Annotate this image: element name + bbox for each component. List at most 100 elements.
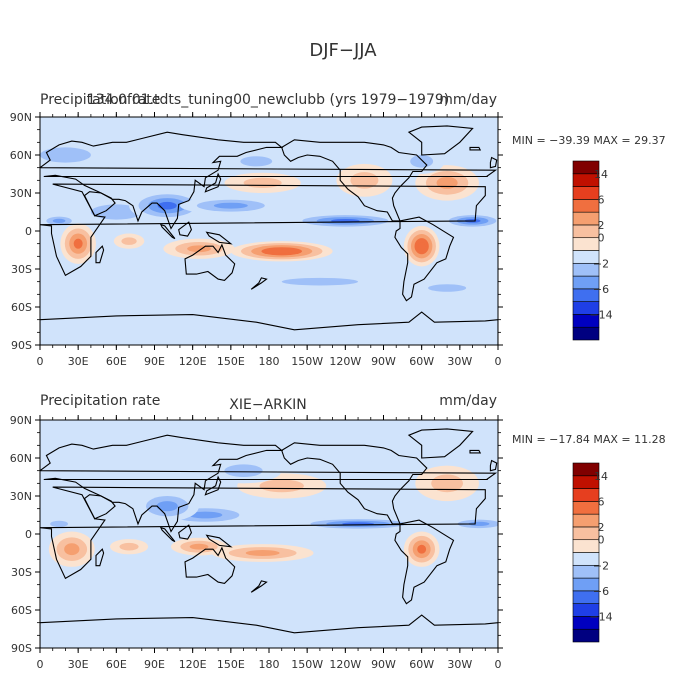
x-tick-label: 150E [217, 658, 245, 671]
coastline-new-guinea [205, 231, 233, 245]
contour-region [213, 202, 248, 209]
contour-region [271, 249, 292, 254]
x-tick-label: 0 [495, 355, 502, 368]
y-tick-label: 90S [11, 339, 32, 352]
colorbar-label: 6 [598, 193, 605, 206]
coastline-north-america [281, 442, 428, 525]
y-tick-label: 30S [11, 566, 32, 579]
panel-observed: Precipitation rate XIE−ARKIN mm/day MIN … [10, 393, 666, 671]
colorbar-swatch [572, 501, 600, 515]
coastline-eurasia [40, 434, 498, 533]
y-tick-label: 60S [11, 301, 32, 314]
x-tick-label: 30E [68, 355, 89, 368]
x-tick-label: 30W [447, 355, 472, 368]
contour-region [119, 542, 139, 551]
panel-left-title: Precipitation rate [40, 393, 160, 409]
colorbar-swatch [572, 513, 600, 528]
contour-region [281, 277, 359, 286]
coastline-japan [204, 172, 222, 193]
contour-region [157, 201, 177, 210]
panel-stats: MIN = −17.84 MAX = 11.28 [512, 433, 666, 446]
map-area: 0 30E 60E 90E 120E 150E 180 150W 120W 90W 60W 30W 09… [10, 111, 503, 368]
y-tick-label: 90N [10, 111, 32, 124]
coastline-south-america [394, 519, 455, 605]
coastline-sumatra [159, 223, 176, 240]
colorbar-swatch [572, 462, 600, 477]
contour-region [428, 284, 467, 292]
y-tick-label: 60S [11, 604, 32, 617]
x-tick-label: 90E [144, 355, 165, 368]
y-tick-label: 30S [11, 263, 32, 276]
y-tick-label: 60N [10, 452, 32, 465]
colorbar-label: 2 [598, 521, 605, 534]
panel-stats: MIN = −39.39 MAX = 29.37 [512, 134, 666, 147]
x-tick-label: 60E [106, 658, 127, 671]
colorbar-swatch [572, 160, 600, 175]
coastline-uk [489, 156, 498, 169]
coastline-new-guinea [205, 534, 233, 548]
coastline-uk [489, 459, 498, 472]
x-tick-label: 150W [291, 658, 323, 671]
panel-units: mm/day [439, 393, 497, 409]
coastline-new-zealand [250, 277, 268, 290]
colorbar-label: −6 [593, 585, 609, 598]
contour-region [189, 543, 209, 550]
coastline-arabia [83, 494, 116, 520]
colorbar-label: −6 [593, 283, 609, 296]
contour-region [370, 451, 422, 478]
panel-center-title: 134.0f01.tdts_tuning00_newclubb (yrs 197… [87, 92, 449, 108]
colorbar-swatch [572, 211, 600, 226]
colorbar-swatch [572, 526, 600, 541]
contour-region [40, 442, 130, 469]
contour-region [64, 543, 80, 556]
colorbar-label: 6 [598, 495, 605, 508]
colorbar-swatch [572, 539, 600, 553]
x-tick-label: 60W [409, 355, 434, 368]
x-tick-label: 0 [37, 658, 44, 671]
colorbar: 14 6 20 −2 −6 −14 [572, 462, 613, 643]
contour-region [156, 501, 178, 512]
x-tick-label: 30W [447, 658, 472, 671]
contour-region [417, 544, 427, 554]
coastline-iceland [469, 146, 482, 151]
x-tick-label: 60E [106, 355, 127, 368]
colorbar-label: −14 [589, 308, 612, 321]
y-tick-label: 90N [10, 414, 32, 427]
colorbar-swatch [572, 326, 600, 341]
panel-left-title: Precipitation rate [40, 92, 160, 108]
colorbar-swatch [572, 628, 600, 643]
contour-region [90, 204, 142, 220]
coastline-japan [204, 475, 222, 496]
contour-region [121, 237, 137, 245]
coastline-greenland [407, 428, 474, 459]
contour-region [436, 176, 458, 189]
coastline-borneo [178, 221, 193, 237]
coastline-north-america [281, 139, 428, 222]
x-tick-label: 120W [329, 355, 361, 368]
colorbar-swatch [572, 186, 600, 200]
colorbar-label: 0 [598, 232, 605, 245]
x-tick-label: 120W [329, 658, 361, 671]
colorbar-swatch [572, 237, 600, 251]
x-tick-label: 120E [179, 658, 207, 671]
contour-region [243, 177, 282, 188]
contour-region [40, 147, 91, 163]
contour-region [73, 238, 83, 249]
coastline-madagascar [95, 548, 105, 567]
y-tick-label: 60N [10, 149, 32, 162]
coastline-antarctica [40, 614, 498, 648]
x-tick-label: 0 [37, 355, 44, 368]
colorbar-swatch [572, 199, 600, 213]
x-tick-label: 90W [371, 355, 396, 368]
coastline-arabia [83, 191, 116, 217]
x-tick-label: 0 [495, 658, 502, 671]
colorbar-label: −14 [589, 610, 612, 623]
x-tick-label: 90E [144, 658, 165, 671]
contour-region [410, 155, 434, 168]
colorbar-swatch [572, 488, 600, 502]
coastline-antarctica [40, 311, 498, 345]
colorbar: 14 6 20 −2 −6 −14 [572, 160, 613, 341]
panel-model: Precipitation rate 134.0f01.tdts_tuning0… [10, 92, 666, 368]
y-tick-label: 90S [11, 642, 32, 655]
